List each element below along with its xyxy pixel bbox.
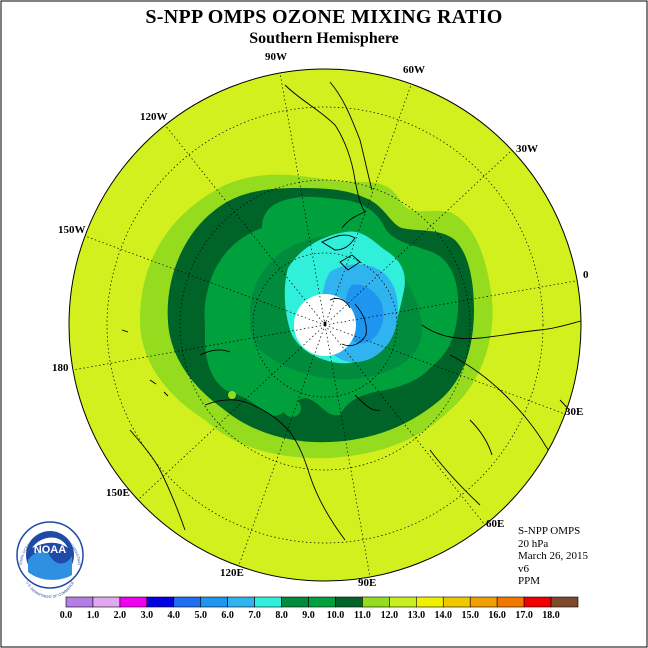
longitude-label: 150E <box>106 487 130 499</box>
contour-blob <box>228 391 236 399</box>
info-date: March 26, 2015 <box>518 550 588 562</box>
colorbar-swatch <box>362 596 390 608</box>
colorbar-tick-label: 18.0 <box>542 610 560 621</box>
svg-text:NOAA: NOAA <box>34 544 66 556</box>
colorbar-tick-label: 5.0 <box>194 610 207 621</box>
colorbar-tick-label: 11.0 <box>354 610 371 621</box>
colorbar-tick-label: 9.0 <box>302 610 315 621</box>
longitude-label: 60W <box>403 64 425 76</box>
longitude-label: 30W <box>516 143 538 155</box>
colorbar-tick-label: 15.0 <box>461 610 479 621</box>
colorbar-tick-label: 0.0 <box>60 610 73 621</box>
latitude-gridlines <box>106 106 544 544</box>
info-pressure-level: 20 hPa <box>518 537 549 550</box>
map-title: S-NPP OMPS OZONE MIXING RATIO <box>145 6 503 28</box>
colorbar-tick-label: 6.0 <box>221 610 234 621</box>
contour-blob <box>283 399 301 417</box>
colorbar-swatch <box>119 596 148 608</box>
longitude-gridlines <box>72 72 581 578</box>
longitude-label: 60E <box>486 518 504 530</box>
colorbar-swatch <box>281 596 309 608</box>
colorbar-swatch <box>92 596 121 608</box>
colorbar-swatch <box>173 596 202 608</box>
longitude-label: 0 <box>583 269 589 281</box>
map-disc-outline <box>68 68 582 582</box>
info-units: PPM <box>518 575 541 587</box>
longitude-label: 30E <box>565 406 583 418</box>
svg-text:NATIONAL OCEANIC AND ATMOSPHER: NATIONAL OCEANIC AND ATMOSPHERIC ADMINIS… <box>0 0 81 566</box>
colorbar-tick-label: 10.0 <box>327 610 345 621</box>
colorbar-swatch <box>335 596 363 608</box>
colorbar-tick-label: 17.0 <box>515 610 533 621</box>
colorbar-tick-label: 4.0 <box>168 610 181 621</box>
colorbar-swatch <box>146 596 175 608</box>
colorbar-tick-label: 3.0 <box>141 610 154 621</box>
polar-map <box>69 69 581 581</box>
colorbar-swatch <box>254 596 282 608</box>
colorbar-swatch <box>389 596 417 608</box>
colorbar-swatch <box>308 596 336 608</box>
colorbar-swatch <box>523 596 552 608</box>
colorbar-swatch <box>550 596 579 608</box>
colorbar-tick-label: 7.0 <box>248 610 261 621</box>
colorbar-swatch <box>442 596 471 608</box>
colorbar-swatch <box>416 596 444 608</box>
info-version: v6 <box>518 562 529 575</box>
longitude-label: 180 <box>52 362 69 374</box>
info-block: S-NPP OMPS 20 hPa March 26, 2015 v6 PPM <box>518 525 588 588</box>
colorbar: 0.0 1.0 2.0 3.0 4.0 5.0 6.0 7.0 8.0 9.0 10.0 11.0 12… <box>60 596 579 621</box>
info-instrument: S-NPP OMPS <box>518 525 581 537</box>
map-subtitle: Southern Hemisphere <box>249 30 399 47</box>
colorbar-swatch <box>469 596 498 608</box>
colorbar-tick-label: 1.0 <box>87 610 100 621</box>
colorbar-tick-label: 2.0 <box>114 610 127 621</box>
longitude-label: 120W <box>140 111 168 123</box>
longitude-label: 150W <box>58 224 86 236</box>
colorbar-tick-label: 14.0 <box>435 610 453 621</box>
colorbar-swatch <box>496 596 525 608</box>
longitude-label: 90E <box>358 577 376 589</box>
colorbar-swatch <box>65 596 94 608</box>
colorbar-tick-label: 13.0 <box>408 610 426 621</box>
colorbar-tick-label: 12.0 <box>381 610 399 621</box>
colorbar-tick-label: 16.0 <box>488 610 506 621</box>
colorbar-swatch <box>227 596 255 608</box>
longitude-label: 90W <box>265 51 287 63</box>
longitude-label: 120E <box>220 567 244 579</box>
colorbar-swatch <box>200 596 228 608</box>
colorbar-tick-label: 8.0 <box>275 610 288 621</box>
